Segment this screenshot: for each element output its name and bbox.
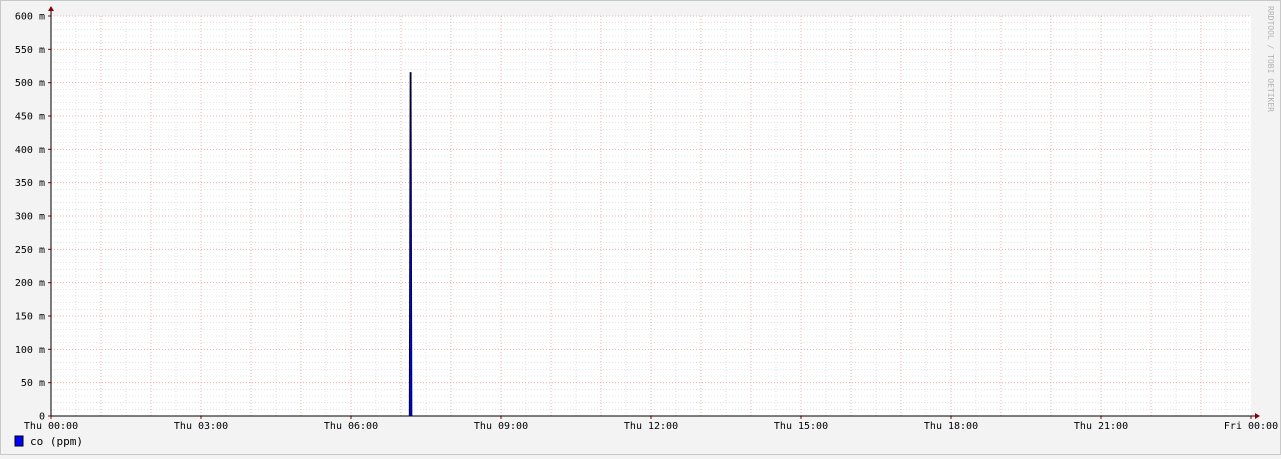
y-tick-label: 550 m	[15, 45, 45, 56]
x-tick-label: Fri 00:00	[1224, 421, 1278, 432]
x-tick-label: Thu 09:00	[474, 421, 528, 432]
y-tick-label: 450 m	[15, 112, 45, 123]
y-tick-label: 300 m	[15, 212, 45, 223]
x-tick-label: Thu 15:00	[774, 421, 828, 432]
y-tick-label: 50 m	[21, 378, 45, 389]
y-axis-arrow	[48, 6, 54, 11]
x-tick-label: Thu 21:00	[1074, 421, 1128, 432]
y-tick-labels: 0 50 m 100 m 150 m 200 m 250 m 300 m 350 m 400 m…	[15, 12, 45, 423]
x-axis-arrow	[1255, 413, 1260, 419]
y-tick-label: 400 m	[15, 145, 45, 156]
x-tick-label: Thu 18:00	[924, 421, 978, 432]
axes	[48, 6, 1260, 419]
x-tick-labels: Thu 00:00 Thu 03:00 Thu 06:00 Thu 09:00 Thu …	[24, 421, 1278, 432]
series-line-co	[408, 72, 413, 417]
y-tick-label: 350 m	[15, 178, 45, 189]
legend-label-co: co (ppm)	[30, 435, 83, 448]
y-tick-label: 500 m	[15, 78, 45, 89]
x-tick-label: Thu 00:00	[24, 421, 78, 432]
y-tick-label: 200 m	[15, 278, 45, 289]
x-tick-label: Thu 03:00	[174, 421, 228, 432]
y-tick-label: 0	[39, 412, 45, 423]
y-tick-label: 150 m	[15, 312, 45, 323]
series-layer	[408, 72, 413, 417]
x-tick-label: Thu 06:00	[324, 421, 378, 432]
y-tick-label: 100 m	[15, 345, 45, 356]
x-tick-label: Thu 12:00	[624, 421, 678, 432]
major-grid	[51, 15, 1251, 416]
legend-swatch	[14, 435, 24, 447]
watermark: RRDTOOL / TOBI OETIKER	[1266, 6, 1275, 112]
y-tick-label: 600 m	[15, 12, 45, 23]
legend: co (ppm)	[14, 435, 83, 448]
y-tick-label: 250 m	[15, 245, 45, 256]
